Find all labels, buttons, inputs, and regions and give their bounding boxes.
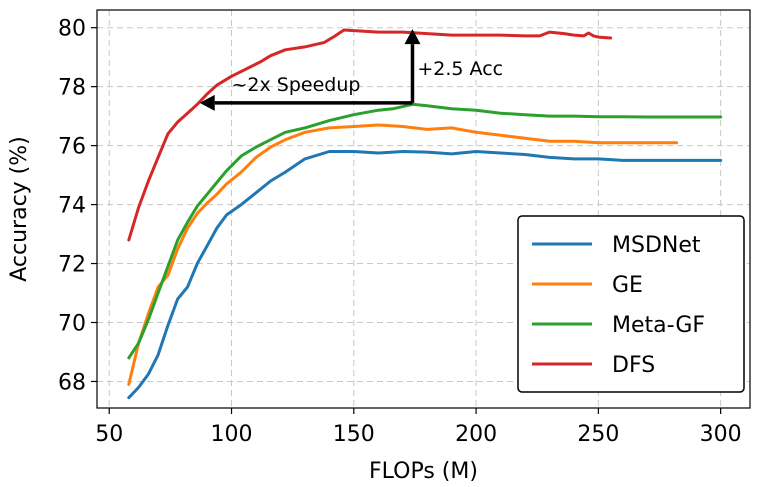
- x-axis-label: FLOPs (M): [369, 459, 478, 484]
- y-axis-label: Accuracy (%): [7, 136, 32, 282]
- annotation-text-2-5-acc: +2.5 Acc: [417, 58, 503, 80]
- x-tick-label: 50: [95, 422, 123, 447]
- y-tick-label: 78: [58, 76, 86, 101]
- legend-label-ge: GE: [612, 273, 643, 298]
- x-tick-label: 200: [455, 422, 497, 447]
- y-tick-label: 72: [58, 253, 86, 278]
- y-tick-label: 76: [58, 135, 86, 160]
- y-tick-label: 80: [58, 17, 86, 42]
- legend-label-dfs: DFS: [612, 353, 655, 378]
- x-tick-label: 250: [577, 422, 619, 447]
- y-tick-label: 68: [58, 370, 86, 395]
- x-tick-label: 300: [700, 422, 742, 447]
- legend-label-meta-gf: Meta-GF: [612, 313, 705, 338]
- x-tick-label: 150: [333, 422, 375, 447]
- annotation-text-2x-speedup: ~2x Speedup: [232, 74, 361, 96]
- y-tick-label: 70: [58, 312, 86, 337]
- legend-label-msdnet: MSDNet: [612, 233, 701, 258]
- legend: MSDNet GE Meta-GF DFS: [518, 216, 744, 392]
- x-tick-label: 100: [211, 422, 253, 447]
- y-tick-label: 74: [58, 194, 86, 219]
